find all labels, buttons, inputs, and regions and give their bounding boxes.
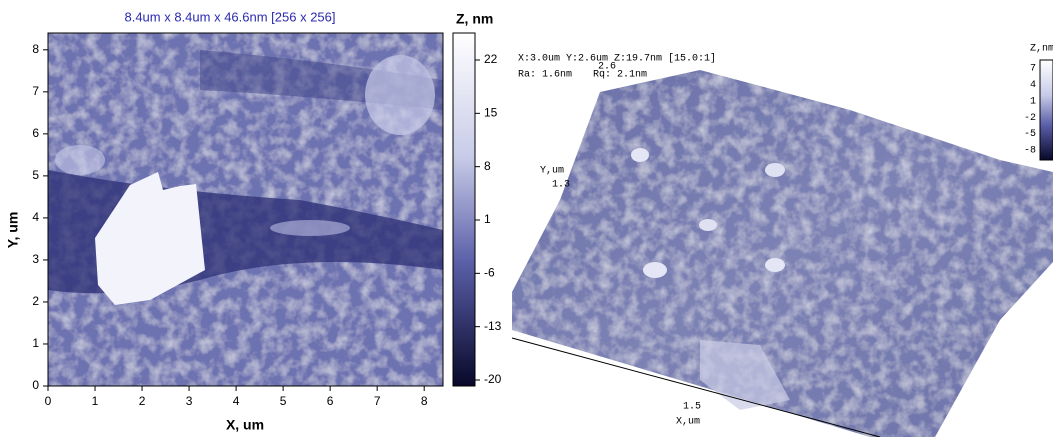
y-tick-label: 5	[32, 168, 39, 182]
colorbar-3d-tick-label: 4	[1030, 80, 1036, 91]
info-ra: Ra: 1.6nm	[518, 70, 572, 81]
colorbar-3d-tick-label: -8	[1024, 146, 1036, 157]
x-tick-label: 0	[45, 394, 52, 408]
colorbar-tick-label: 1	[484, 212, 491, 226]
x-tick-label: 3	[186, 394, 193, 408]
colorbar-label-3d: Z,nm	[1030, 44, 1053, 55]
x-tick-label: 1	[92, 394, 99, 408]
colorbar-3d-tick-label: -5	[1024, 129, 1036, 140]
y-tick-label: 0	[32, 378, 39, 392]
colorbar-tick-label: 8	[484, 159, 491, 173]
colorbar-label: Z, nm	[456, 11, 493, 27]
colorbar-3d-tick-label: 1	[1030, 96, 1036, 107]
x-tick-label: 8	[421, 394, 428, 408]
surface-3d	[512, 70, 1053, 437]
colorbar-3d-tick-label: -2	[1024, 113, 1036, 124]
info-xyz: X:3.0um Y:2.6um Z:19.7nm [15.0:1]	[518, 53, 716, 65]
colorbar-tick-label: -13	[484, 319, 502, 333]
y-tick-label: 1	[32, 336, 39, 350]
colorbar-tick-label: 15	[484, 106, 498, 120]
colorbar-3d-tick-label: 7	[1030, 64, 1036, 75]
colorbar-3d	[1040, 60, 1053, 160]
x-tick-label: 2	[139, 394, 146, 408]
x-axis-label-3d: X,um	[676, 417, 700, 428]
afm-view: 8.4um x 8.4um x 46.6nm [256 x 256] X, um…	[0, 0, 1053, 437]
y-tick-label: 8	[32, 42, 39, 56]
y-tick-label: 2	[32, 294, 39, 308]
y-tick-label: 6	[32, 126, 39, 140]
x-tick-label: 7	[374, 394, 381, 408]
x-axis-label: X, um	[226, 417, 264, 433]
y-tick-label: 4	[32, 210, 39, 224]
y-axis-value-3d: 1.3	[552, 180, 570, 191]
x-axis-value-3d: 1.5	[683, 402, 701, 413]
colorbar-tick-label: -6	[484, 266, 495, 280]
x-tick-label: 5	[280, 394, 287, 408]
y-tick-label: 7	[32, 84, 39, 98]
colorbar-tick-label: -20	[484, 372, 502, 386]
x-tick-label: 4	[233, 394, 240, 408]
y-tick-label: 3	[32, 252, 39, 266]
image-title: 8.4um x 8.4um x 46.6nm [256 x 256]	[124, 9, 335, 24]
height-map	[48, 33, 443, 386]
x-tick-label: 6	[327, 394, 334, 408]
y-axis-label: Y, um	[5, 212, 21, 249]
y-axis-label-3d: Y,um	[540, 166, 564, 177]
colorbar-tick-label: 22	[484, 52, 498, 66]
top-value: 2.6	[598, 62, 616, 73]
colorbar	[453, 33, 475, 386]
